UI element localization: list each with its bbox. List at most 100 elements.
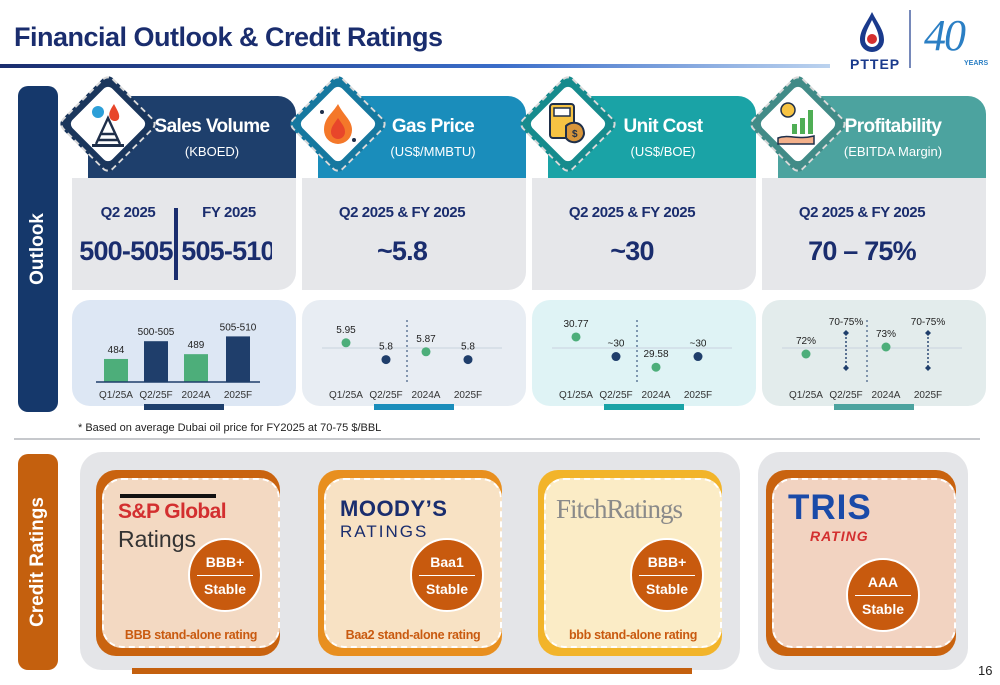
sp-logo-rule (120, 494, 216, 498)
mini-chart-svg: 5.95 5.8 5.87 5.8 Q1/25A Q2/25F 2024A 2025F (322, 320, 502, 401)
card-icon-badge (57, 73, 159, 175)
tick-label: 2025F (684, 390, 712, 401)
data-label: 489 (188, 340, 205, 351)
card-unit: (KBOED) (184, 144, 240, 159)
data-label: 73% (876, 329, 896, 340)
tick-label: 2025F (914, 390, 942, 401)
card-unit: (US$/MMBTU) (390, 144, 476, 159)
rating-outlook: Stable (425, 580, 468, 597)
rating-grade: BBB+ (205, 553, 245, 570)
rating-outlook: Stable (861, 600, 904, 617)
company-logo: PTTEP 40 YEARS (836, 6, 996, 74)
page-title: Financial Outlook & Credit Ratings (14, 22, 443, 52)
point-mark (611, 352, 621, 362)
section-divider (14, 438, 980, 440)
flame-icon (320, 104, 356, 144)
mini-chart-svg: 484 500-505 489 505-510 Q1/25A Q2/25F 2024A 202… (96, 322, 260, 401)
card-body-corner (732, 178, 756, 290)
tick-label: Q1/25A (329, 390, 363, 401)
period-label: FY 2025 (202, 204, 256, 221)
card-body-corner (502, 178, 526, 290)
badge-divider (419, 574, 475, 576)
data-label: 72% (796, 336, 816, 347)
point-mark (341, 338, 351, 348)
point-mark (693, 352, 703, 362)
card-icon-badge (287, 73, 389, 175)
bar-mark (226, 336, 250, 382)
card-body-corner (272, 178, 296, 290)
data-label: 5.8 (379, 342, 393, 353)
card-unit: (US$/BOE) (630, 144, 696, 159)
mini-chart-2: 30.77 ~30 29.58 ~30 Q1/25A Q2/25F 2024A 2025F (532, 300, 756, 406)
badge-divider (197, 574, 253, 576)
tick-label: Q1/25A (559, 390, 593, 401)
point-mark (463, 355, 473, 365)
data-label: 500-505 (138, 327, 175, 338)
card-title: Unit Cost (623, 116, 703, 137)
data-label: 5.8 (461, 342, 475, 353)
agency-subname: RATING (810, 528, 869, 544)
tick-label: Q2/25F (139, 390, 172, 401)
period-label: Q2 2025 (100, 204, 156, 221)
agency-name: MOODY’S (340, 496, 448, 521)
rating-badge: BBB+ Stable (630, 538, 704, 612)
period-separator (174, 208, 178, 280)
rating-outlook: Stable (645, 580, 688, 597)
growth-hand-icon (777, 102, 815, 145)
agency-subname: Ratings (606, 494, 684, 524)
agency-subname: RATINGS (340, 522, 429, 541)
rating-badge: BBB+ Stable (188, 538, 262, 612)
tick-label: Q1/25A (789, 390, 823, 401)
agency-name: Fitch (556, 494, 608, 524)
outlook-value: 70 – 75% (808, 236, 917, 266)
tick-label: Q2/25F (829, 390, 862, 401)
standalone-rating: bbb stand-alone rating (568, 628, 698, 642)
tick-label: Q1/25A (99, 390, 133, 401)
badge-divider (855, 594, 911, 596)
data-label: 70-75% (911, 317, 946, 328)
card-title: Gas Price (391, 116, 475, 137)
card-icon-badge: $ (517, 73, 619, 175)
card-icon-badge (747, 73, 849, 175)
range-cap (843, 365, 849, 371)
data-label: 5.95 (336, 325, 356, 336)
outlook-value: 500-505 (79, 236, 173, 266)
agency-subname: Ratings (118, 526, 196, 552)
tick-label: 2024A (412, 390, 441, 401)
data-label: 5.87 (416, 334, 436, 345)
tick-label: Q2/25F (599, 390, 632, 401)
point-mark (801, 349, 811, 359)
title-underline (0, 64, 830, 68)
data-label: 505-510 (220, 322, 257, 333)
data-label: 30.77 (563, 319, 588, 330)
data-label: 484 (108, 345, 125, 356)
card-body-corner (962, 178, 986, 290)
outlook-section-label: Outlook (18, 86, 58, 412)
company-name: PTTEP (850, 56, 901, 72)
outlook-value: ~5.8 (376, 236, 428, 266)
point-mark (571, 332, 581, 342)
tick-label: 2024A (872, 390, 901, 401)
tick-label: Q2/25F (369, 390, 402, 401)
calculator-moneybag-icon: $ (549, 103, 586, 144)
mini-chart-1: 5.95 5.8 5.87 5.8 Q1/25A Q2/25F 2024A 2025F (302, 300, 526, 406)
range-cap (925, 365, 931, 371)
anniversary-word: YEARS (964, 60, 989, 67)
oil-rig-icon (92, 104, 124, 147)
svg-text:$: $ (572, 129, 578, 140)
badge-divider (639, 574, 695, 576)
period-label: Q2 2025 & FY 2025 (798, 204, 926, 221)
chart-accent-bar (374, 404, 454, 410)
rating-grade: Baa1 (430, 553, 464, 570)
standalone-rating: Baa2 stand-alone rating (345, 628, 481, 642)
tick-label: 2025F (224, 390, 252, 401)
credit-section-label: Credit Ratings (18, 454, 58, 670)
card-body-2: Q2 2025 & FY 2025 ~30 (532, 178, 732, 290)
agency-name: TRIS (788, 488, 872, 527)
chart-accent-bar (604, 404, 684, 410)
rating-grade: BBB+ (647, 553, 687, 570)
card-title: Profitability (844, 116, 942, 137)
point-mark (651, 362, 661, 372)
range-cap (925, 330, 931, 336)
tick-label: 2025F (454, 390, 482, 401)
